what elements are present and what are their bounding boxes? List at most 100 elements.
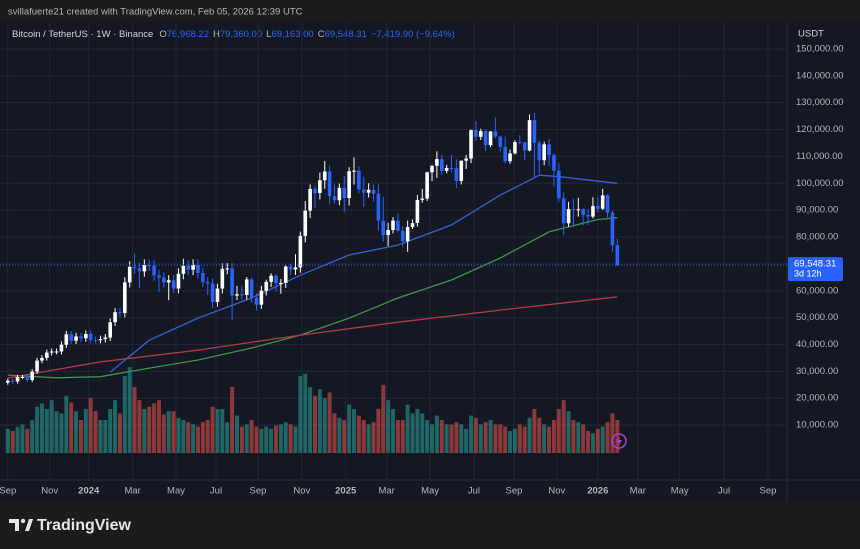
volume-bar bbox=[278, 424, 283, 453]
x-tick-label: Sep bbox=[249, 486, 266, 497]
volume-bar bbox=[488, 420, 493, 453]
candle-body bbox=[283, 266, 288, 283]
volume-bar bbox=[273, 425, 278, 453]
volume-bar bbox=[10, 431, 15, 453]
y-tick-label: 140,000.00 bbox=[796, 70, 844, 81]
candle-body bbox=[522, 142, 527, 151]
candle-body bbox=[386, 230, 390, 236]
candle-body bbox=[366, 189, 371, 193]
candle-body bbox=[40, 357, 44, 361]
volume-bar bbox=[503, 426, 508, 453]
candle-body bbox=[566, 209, 571, 224]
x-tick-label: May bbox=[167, 486, 185, 497]
candle-body bbox=[244, 279, 249, 296]
volume-bar bbox=[391, 409, 396, 453]
candle-body bbox=[279, 282, 283, 284]
x-tick-label: Jul bbox=[468, 486, 480, 497]
x-tick-label: 2026 bbox=[587, 486, 608, 497]
volume-bar bbox=[561, 400, 566, 453]
x-tick-label: Mar bbox=[124, 486, 140, 497]
volume-bar bbox=[113, 400, 118, 453]
candle-body bbox=[503, 147, 507, 162]
brand-logo bbox=[9, 518, 33, 531]
candle-body bbox=[313, 188, 317, 193]
volume-bar bbox=[103, 420, 108, 453]
y-tick-label: 40,000.00 bbox=[796, 339, 838, 350]
brand-name: TradingView bbox=[37, 517, 132, 534]
candle-body bbox=[488, 131, 493, 146]
last-price-badge bbox=[788, 257, 843, 282]
volume-bar bbox=[20, 424, 25, 453]
candle-body bbox=[576, 209, 581, 211]
candle-body bbox=[181, 265, 186, 274]
y-tick-label: 120,000.00 bbox=[796, 124, 844, 135]
candle-body bbox=[439, 159, 444, 171]
candle-body bbox=[157, 275, 161, 278]
volume-bar bbox=[303, 373, 308, 453]
volume-bar bbox=[469, 415, 474, 453]
x-tick-label: 2025 bbox=[335, 486, 357, 497]
volume-bar bbox=[493, 424, 498, 453]
candle-body bbox=[527, 120, 532, 151]
moving-average bbox=[109, 174, 618, 373]
volume-bar bbox=[254, 426, 259, 453]
legend-value: 79,360.00 bbox=[220, 29, 262, 40]
volume-bar bbox=[49, 400, 54, 453]
candle-body bbox=[171, 280, 176, 289]
volume-bar bbox=[200, 422, 205, 453]
candle-body bbox=[474, 130, 478, 137]
volume-bar bbox=[161, 414, 166, 453]
volume-bar bbox=[220, 409, 225, 453]
volume-bar bbox=[425, 420, 430, 453]
volume-bar bbox=[127, 367, 132, 453]
volume-bar bbox=[420, 413, 425, 453]
candle-body bbox=[35, 360, 39, 372]
candle-body bbox=[142, 264, 147, 272]
volume-bar bbox=[381, 384, 386, 453]
x-tick-label: Nov bbox=[41, 486, 58, 497]
candle-body bbox=[259, 290, 264, 305]
candle-body bbox=[513, 142, 517, 154]
candle-body bbox=[123, 282, 127, 314]
candle-body bbox=[166, 280, 171, 283]
candle-body bbox=[45, 352, 49, 358]
x-tick-label: May bbox=[671, 486, 689, 497]
volume-bar bbox=[449, 424, 454, 453]
candle-body bbox=[318, 180, 322, 193]
volume-bar bbox=[376, 409, 381, 453]
volume-bar bbox=[191, 424, 196, 453]
volume-bar bbox=[590, 433, 595, 453]
volume-bar bbox=[498, 424, 503, 453]
volume-bar bbox=[171, 411, 176, 453]
volume-bar bbox=[210, 406, 215, 453]
volume-bar bbox=[317, 389, 322, 453]
volume-bar bbox=[327, 392, 332, 453]
volume-bar bbox=[25, 428, 30, 453]
volume-bar bbox=[108, 409, 113, 453]
moving-average bbox=[7, 217, 618, 379]
volume-bar bbox=[605, 422, 610, 453]
candle-body bbox=[298, 235, 303, 268]
candle-body bbox=[118, 312, 122, 314]
candle-body bbox=[264, 281, 269, 291]
candle-body bbox=[405, 227, 410, 242]
candle-body bbox=[371, 189, 376, 194]
candle-body bbox=[449, 167, 454, 169]
candle-body bbox=[444, 167, 449, 171]
candle-body bbox=[352, 170, 356, 172]
candle-body bbox=[88, 333, 93, 340]
moving-average bbox=[7, 296, 618, 379]
candle-body bbox=[30, 371, 34, 380]
candle-body bbox=[15, 376, 20, 382]
volume-bar bbox=[176, 417, 181, 453]
volume-bar bbox=[122, 376, 127, 453]
volume-bar bbox=[225, 422, 230, 453]
volume-bar bbox=[517, 424, 522, 453]
volume-bar bbox=[59, 413, 64, 453]
candle-body bbox=[322, 171, 327, 181]
legend-change: −7,419.90 (−9.64%) bbox=[371, 29, 455, 40]
x-tick-label: Mar bbox=[630, 486, 646, 497]
volume-bar bbox=[83, 409, 88, 453]
volume-bar bbox=[434, 415, 439, 453]
candle-body bbox=[400, 230, 405, 242]
